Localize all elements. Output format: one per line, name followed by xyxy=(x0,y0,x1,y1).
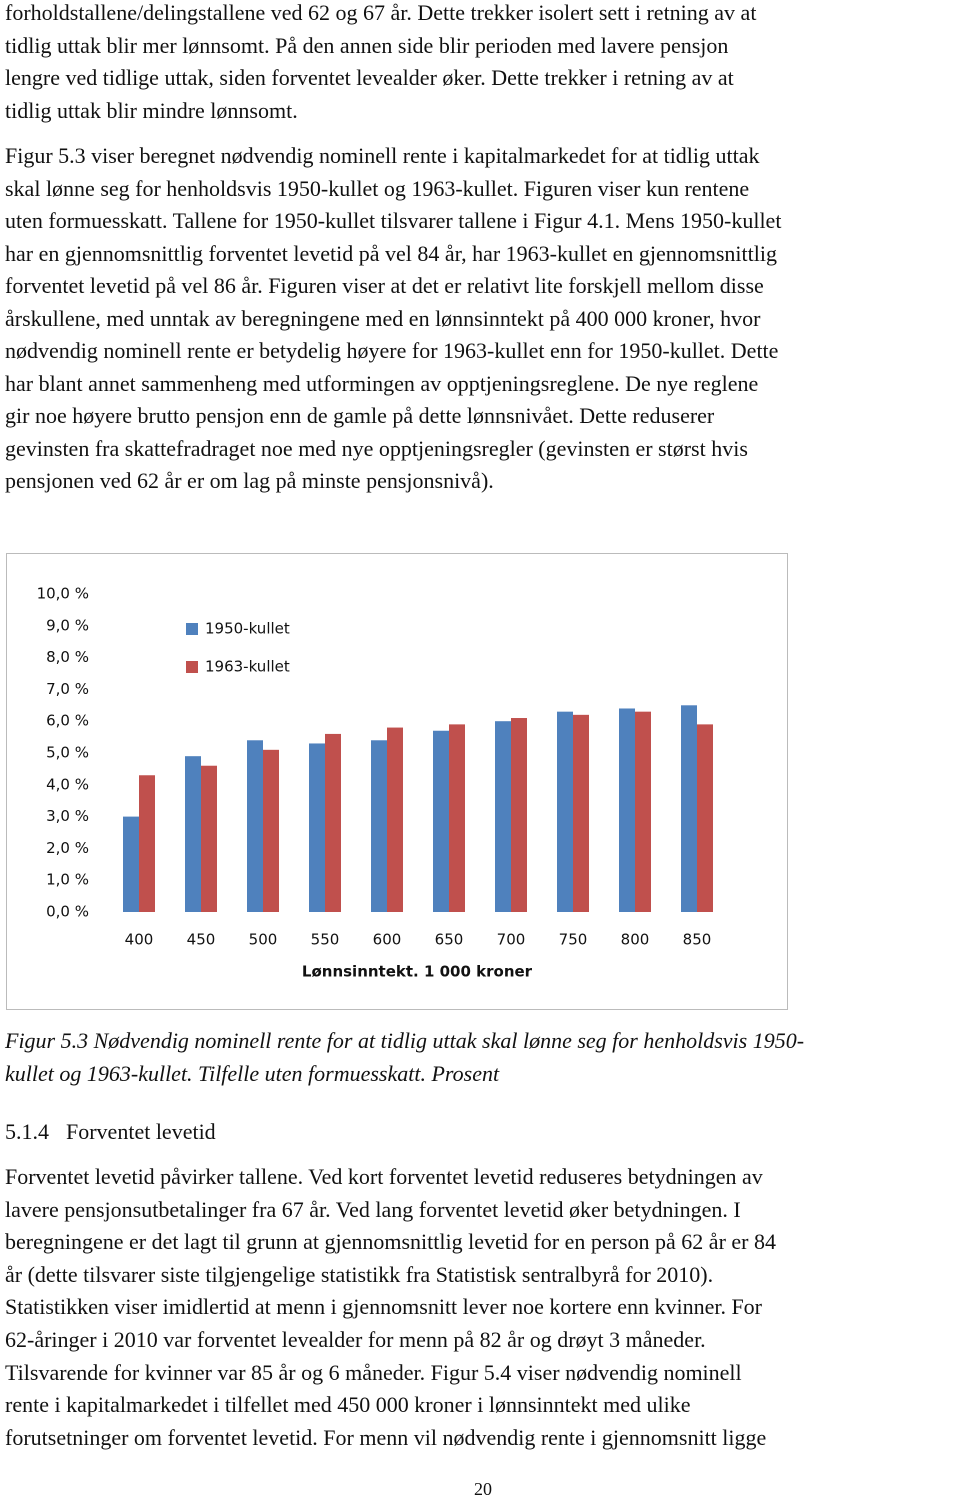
x-tick-label: 600 xyxy=(373,931,402,949)
paragraph-line: har blant annet sammenheng med utforming… xyxy=(5,370,759,396)
bar xyxy=(139,775,155,912)
x-tick-label: 850 xyxy=(683,931,712,949)
bar xyxy=(387,727,403,912)
paragraph-line: har en gjennomsnittlig forventet levetid… xyxy=(5,240,777,266)
y-tick-label: 1,0 % xyxy=(46,871,89,889)
paragraph-line: nødvendig nominell rente er betydelig hø… xyxy=(5,338,779,363)
x-tick-label: 750 xyxy=(559,931,588,949)
bar xyxy=(449,724,465,912)
paragraph-line: uten formuesskatt. Tallene for 1950-kull… xyxy=(5,208,782,233)
y-tick-label: 2,0 % xyxy=(46,839,89,857)
bar xyxy=(511,718,527,912)
body-line: Tilsvarende for kvinner var 85 år og 6 m… xyxy=(5,1359,742,1385)
x-axis-title: Lønnsinntekt. 1 000 kroner xyxy=(302,963,533,981)
paragraph-line: gevinsten fra skattefradraget noe med ny… xyxy=(5,435,748,461)
body-line: 62-åringer i 2010 var forventet levealde… xyxy=(5,1327,706,1352)
section-number: 5.1.4 xyxy=(5,1119,49,1144)
y-tick-label: 0,0 % xyxy=(46,903,89,921)
bar xyxy=(681,705,697,912)
paragraph-line: pensjonen ved 62 år er om lag på minste … xyxy=(5,468,494,493)
y-tick-label: 10,0 % xyxy=(37,585,89,603)
caption-line: Figur 5.3 Nødvendig nominell rente for a… xyxy=(5,1028,805,1053)
intro-line: tidlig uttak blir mindre lønnsomt. xyxy=(5,97,298,123)
body-line: forutsetninger om forventet levetid. For… xyxy=(5,1424,767,1450)
bar xyxy=(557,711,573,912)
bar xyxy=(123,816,139,912)
legend-label: 1963-kullet xyxy=(205,658,290,676)
paragraph-line: Figur 5.3 viser beregnet nødvendig nomin… xyxy=(5,143,760,168)
bar xyxy=(247,740,263,912)
intro-line: forholdstallene/delingstallene ved 62 og… xyxy=(5,0,757,25)
x-tick-label: 700 xyxy=(497,931,526,949)
paragraph-line: årskullene, med unntak av beregningene m… xyxy=(5,305,761,331)
section-title: Forventet levetid xyxy=(66,1119,216,1144)
chart: Lønnsinntekt. 1 000 kroner 0,0 % 1,0 % 2,0… xyxy=(6,553,788,1010)
bar xyxy=(371,740,387,912)
intro-line: tidlig uttak blir mer lønnsomt. På den a… xyxy=(5,32,729,58)
bar xyxy=(635,711,651,912)
bar xyxy=(433,730,449,912)
bar xyxy=(263,749,279,912)
x-tick-label: 500 xyxy=(249,931,278,949)
x-tick-label: 450 xyxy=(187,931,216,949)
y-tick-label: 8,0 % xyxy=(46,648,89,666)
bar xyxy=(325,733,341,912)
x-tick-label: 550 xyxy=(311,931,340,949)
body-line: rente i kapitalmarkedet i tilfellet med … xyxy=(5,1392,691,1418)
body-line: Forventet levetid påvirker tallene. Ved … xyxy=(5,1164,763,1189)
caption-line: kullet og 1963-kullet. Tilfelle uten for… xyxy=(5,1060,500,1086)
x-tick-label: 400 xyxy=(125,931,154,949)
legend-swatch xyxy=(186,661,198,673)
x-tick-label: 800 xyxy=(621,931,650,949)
bar xyxy=(201,765,217,912)
body-line: beregningene er det lagt til grunn at gj… xyxy=(5,1229,776,1255)
y-tick-label: 7,0 % xyxy=(46,680,89,698)
legend-swatch xyxy=(186,623,198,635)
intro-line: lengre ved tidlige uttak, siden forvente… xyxy=(5,65,734,90)
bar xyxy=(309,743,325,912)
paragraph-line: skal lønne seg for henholdsvis 1950-kull… xyxy=(5,175,750,201)
paragraph-line: gir noe høyere brutto pensjon enn de gam… xyxy=(5,403,715,428)
body-line: år (dette tilsvarer siste tilgjengelige … xyxy=(5,1261,714,1287)
bar xyxy=(697,724,713,912)
y-tick-label: 9,0 % xyxy=(46,616,89,634)
body-line: Statistikken viser imidlertid at menn i … xyxy=(5,1294,763,1320)
y-tick-label: 3,0 % xyxy=(46,807,89,825)
y-tick-label: 6,0 % xyxy=(46,712,89,730)
bar xyxy=(619,708,635,912)
bar xyxy=(495,721,511,912)
y-tick-label: 5,0 % xyxy=(46,744,89,762)
body-line: lavere pensjonsutbetalinger fra 67 år. V… xyxy=(5,1196,741,1222)
x-tick-label: 650 xyxy=(435,931,464,949)
y-tick-label: 4,0 % xyxy=(46,775,89,793)
bar xyxy=(185,756,201,912)
paragraph-line: forventet levetid på vel 86 år. Figuren … xyxy=(5,273,764,298)
legend-label: 1950-kullet xyxy=(205,620,290,638)
page-number: 20 xyxy=(474,1479,492,1499)
bar xyxy=(573,714,589,912)
